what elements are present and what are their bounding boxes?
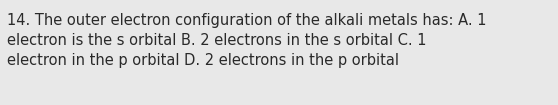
Text: 14. The outer electron configuration of the alkali metals has: A. 1
electron is : 14. The outer electron configuration of …	[7, 13, 487, 68]
